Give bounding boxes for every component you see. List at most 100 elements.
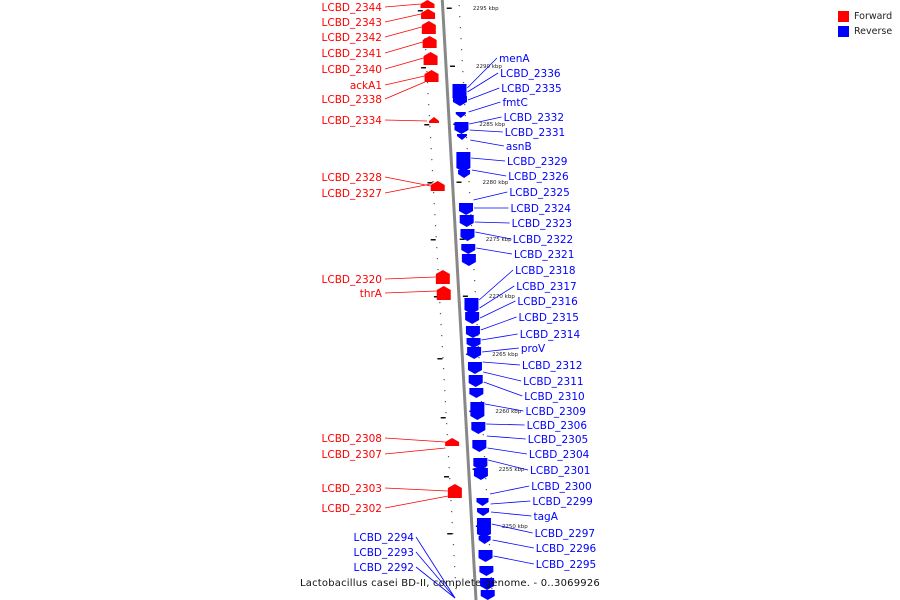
reverse-label-text: asnB [506, 141, 532, 153]
forward-gene-label: LCBD_2303 [322, 483, 448, 495]
legend-label-forward: Forward [854, 11, 893, 22]
reverse-gene-label: LCBD_2316 [479, 296, 578, 319]
forward-leader-line [384, 119, 428, 122]
forward-leader-line [384, 81, 426, 100]
track-dot [424, 38, 426, 40]
reverse-gene-block [461, 244, 476, 254]
dash-mark [437, 358, 443, 360]
reverse-gene-label: LCBD_2314 [481, 329, 580, 341]
forward-gene [421, 21, 436, 34]
reverse-gene-label: LCBD_2325 [473, 187, 570, 201]
forward-track-dots [422, 5, 457, 590]
reverse-gene-block [461, 254, 476, 266]
forward-leader-line [384, 495, 449, 509]
reverse-label-text: LCBD_2309 [525, 406, 585, 418]
forward-gene-block [421, 21, 436, 34]
reverse-leader-line [482, 347, 519, 353]
reverse-gene-block [480, 578, 495, 590]
reverse-leader-line [415, 551, 456, 599]
track-dot [491, 588, 493, 590]
dash-mark [430, 239, 436, 241]
scale-tick [462, 295, 468, 297]
reverse-gene-label: LCBD_2322 [475, 231, 573, 246]
track-dot [440, 324, 442, 326]
track-dot [468, 181, 470, 183]
track-dot [474, 280, 476, 282]
reverse-leader-line [469, 116, 502, 125]
forward-leader-line [384, 75, 425, 86]
reverse-leader-line [490, 500, 531, 505]
dash-mark [427, 182, 433, 184]
reverse-gene [454, 122, 469, 134]
reverse-leader-line [474, 221, 510, 224]
reverse-gene-label: LCBD_2332 [469, 112, 564, 125]
reverse-gene-block [458, 170, 471, 178]
reverse-gene-label: LCBD_2304 [487, 447, 590, 461]
forward-gene-label: LCBD_2320 [322, 274, 436, 286]
track-dot [480, 401, 483, 403]
forward-label-text: LCBD_2328 [322, 172, 382, 184]
reverse-gene-block [454, 122, 469, 134]
forward-gene-label: LCBD_2334 [322, 115, 428, 127]
forward-label-text: LCBD_2342 [322, 32, 382, 44]
track-dot [454, 566, 456, 568]
forward-label-text: LCBD_2327 [322, 188, 382, 200]
reverse-label-text: LCBD_2316 [517, 296, 578, 308]
track-dot [462, 71, 464, 73]
reverse-leader-line [483, 371, 522, 382]
forward-gene-label: LCBD_2343 [322, 13, 422, 29]
reverse-leader-line [469, 129, 503, 133]
forward-label-text: ackA1 [350, 80, 382, 92]
track-dot [434, 214, 436, 216]
reverse-leader-line [486, 423, 525, 426]
reverse-gene [459, 215, 474, 227]
forward-gene-block [436, 286, 451, 300]
reverse-label-text: LCBD_2326 [508, 171, 569, 183]
forward-label-text: LCBD_2341 [322, 48, 382, 60]
track-dot [450, 500, 452, 502]
reverse-gene [455, 112, 466, 118]
reverse-label-text: LCBD_2292 [354, 562, 414, 574]
reverse-gene-label: LCBD_2315 [480, 312, 579, 331]
forward-gene-label: LCBD_2342 [322, 26, 422, 44]
reverse-label-text: LCBD_2322 [513, 234, 573, 246]
scale-tick-label: 2260 kbp [495, 409, 521, 415]
reverse-gene [470, 402, 485, 420]
track-dot [452, 544, 455, 546]
dash-mark [433, 296, 439, 298]
reverse-gene-label: LCBD_2299 [490, 496, 593, 508]
forward-gene-label: LCBD_2341 [322, 41, 423, 60]
reverse-label-text: fmtC [502, 97, 527, 109]
reverse-label-text: LCBD_2336 [500, 68, 561, 80]
track-dot [460, 38, 462, 40]
reverse-gene-block [478, 536, 491, 544]
reverse-swatch [838, 26, 849, 37]
reverse-gene-block [459, 203, 474, 215]
track-dot [470, 225, 473, 227]
track-dot [436, 247, 438, 249]
reverse-label-text: LCBD_2324 [511, 203, 572, 215]
forward-label-text: thrA [360, 288, 383, 300]
reverse-gene-block [466, 338, 481, 348]
scale-tick-label: 2295 kbp [473, 6, 499, 12]
reverse-leader-line [470, 139, 504, 147]
reverse-label-text: LCBD_2295 [536, 559, 596, 571]
reverse-leader-line [468, 101, 501, 113]
track-dot [430, 148, 432, 150]
scale-tick [456, 181, 462, 183]
reverse-leader-line [480, 316, 517, 331]
track-dot [429, 126, 431, 128]
reverse-label-text: proV [521, 343, 546, 355]
track-dot [434, 225, 437, 227]
track-dot [445, 412, 447, 414]
forward-gene-label: LCBD_2344 [322, 2, 421, 14]
forward-gene-block [423, 52, 438, 65]
track-dot [461, 49, 463, 51]
reverse-gene-label: LCBD_2336 [467, 68, 561, 93]
reverse-leader-line [467, 87, 500, 101]
reverse-leader-line [492, 539, 534, 549]
forward-gene [436, 286, 451, 300]
backbone-line [440, 0, 478, 600]
